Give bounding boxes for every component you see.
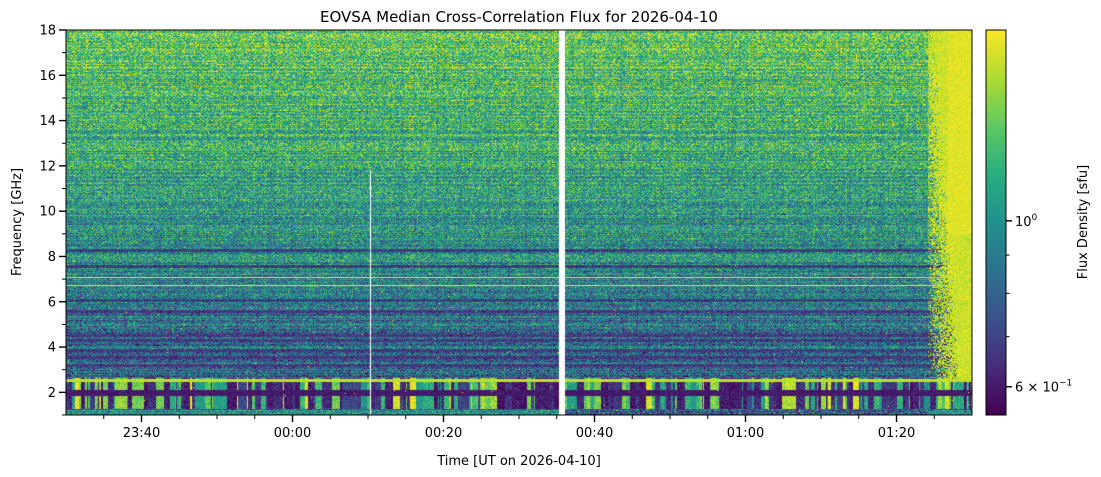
colorbar-tick-base: 10 xyxy=(1042,381,1059,396)
colorbar-label: Flux Density [sfu] xyxy=(1076,165,1091,279)
spectrogram-heatmap xyxy=(66,30,972,415)
y-tick-label-6: 6 xyxy=(48,295,56,310)
colorbar-tick-exponent: −1 xyxy=(1059,379,1072,389)
x-tick-label-00:00: 00:00 xyxy=(274,426,311,441)
x-axis-label: Time [UT on 2026-04-10] xyxy=(436,454,601,469)
x-tick-label-01:20: 01:20 xyxy=(878,426,915,441)
colorbar-tick-base: 10 xyxy=(1015,215,1032,230)
x-tick-label-01:00: 01:00 xyxy=(727,426,764,441)
colorbar-gradient xyxy=(985,29,1007,416)
x-tick-label-00:40: 00:40 xyxy=(576,426,613,441)
y-tick-label-12: 12 xyxy=(39,159,56,174)
y-tick-label-16: 16 xyxy=(39,69,56,84)
chart-title: EOVSA Median Cross-Correlation Flux for … xyxy=(320,8,718,26)
x-axis: 23:40 00:00 00:20 00:40 01:00 01:20 xyxy=(103,415,935,441)
colorbar-tick-label: 6 × 10−1 xyxy=(1015,379,1072,396)
y-tick-label-4: 4 xyxy=(48,341,56,356)
y-axis: 2 4 6 8 10 12 14 16 18 xyxy=(39,24,66,416)
y-tick-label-18: 18 xyxy=(39,24,56,39)
x-tick-label-00:20: 00:20 xyxy=(425,426,462,441)
colorbar-tick-exponent: 0 xyxy=(1032,213,1038,223)
x-tick-label-23:40: 23:40 xyxy=(123,426,160,441)
y-axis-label: Frequency [GHz] xyxy=(10,168,25,276)
y-tick-label-14: 14 xyxy=(39,114,56,129)
colorbar-tick-label: 100 xyxy=(1015,213,1038,230)
colorbar-tick-prefix: 6 × xyxy=(1015,381,1042,396)
y-tick-label-2: 2 xyxy=(48,386,56,401)
y-tick-label-10: 10 xyxy=(39,205,56,220)
y-tick-label-8: 8 xyxy=(48,250,56,265)
plot-area xyxy=(65,29,973,416)
